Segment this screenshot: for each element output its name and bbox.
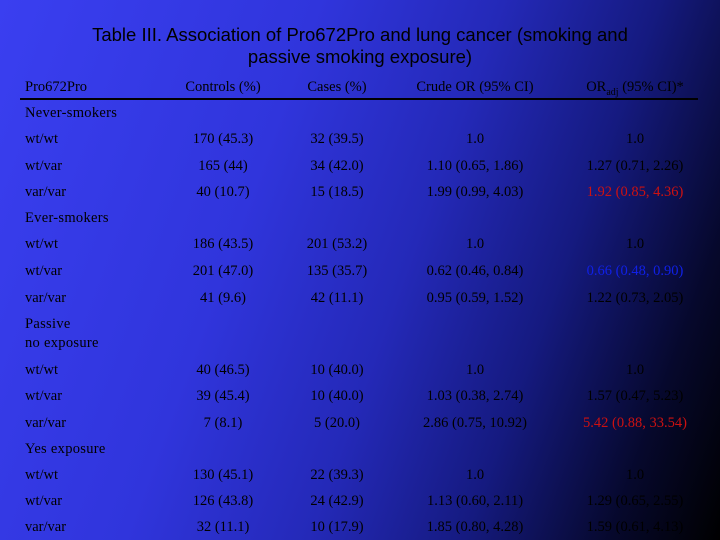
adjusted-or-cell-highlight: 0.66 (0.48, 0.90) xyxy=(586,263,684,279)
header-adj-subscript: adj xyxy=(606,86,619,98)
genotype-cell: var/var xyxy=(25,415,67,431)
header-genotype: Pro672Pro xyxy=(25,79,88,95)
controls-cell: 170 (45.3) xyxy=(192,131,254,147)
cases-cell: 201 (53.2) xyxy=(306,236,368,252)
genotype-cell: wt/var xyxy=(25,263,63,279)
cases-cell: 10 (40.0) xyxy=(310,362,364,378)
controls-cell: 7 (8.1) xyxy=(203,415,243,431)
genotype-cell: wt/wt xyxy=(25,467,59,483)
crude-or-cell: 1.0 xyxy=(465,467,485,483)
cases-cell: 10 (17.9) xyxy=(310,519,364,535)
genotype-cell: wt/var xyxy=(25,158,63,174)
group-passive-line1: Passive xyxy=(25,316,71,332)
genotype-cell: wt/var xyxy=(25,493,63,509)
crude-or-cell: 1.03 (0.38, 2.74) xyxy=(426,388,524,404)
crude-or-cell: 1.0 xyxy=(465,236,485,252)
genotype-cell: var/var xyxy=(25,290,67,306)
header-controls: Controls (%) xyxy=(185,79,261,95)
group-passive-line2: no exposure xyxy=(25,335,99,351)
group-passive-no-exposure: Passive no exposure xyxy=(25,315,99,353)
crude-or-cell: 2.86 (0.75, 10.92) xyxy=(423,415,527,431)
cases-cell: 5 (20.0) xyxy=(314,415,360,431)
crude-or-cell: 0.95 (0.59, 1.52) xyxy=(426,290,524,306)
table-title: Table III. Association of Pro672Pro and … xyxy=(20,24,700,68)
adjusted-or-cell: 1.27 (0.71, 2.26) xyxy=(586,158,684,174)
adjusted-or-cell: 1.0 xyxy=(625,131,645,147)
header-rule xyxy=(20,98,698,100)
crude-or-cell: 1.99 (0.99, 4.03) xyxy=(426,184,524,200)
controls-cell: 40 (46.5) xyxy=(196,362,250,378)
cases-cell: 15 (18.5) xyxy=(310,184,364,200)
controls-cell: 165 (44) xyxy=(198,158,248,174)
genotype-cell: wt/wt xyxy=(25,362,59,378)
cases-cell: 24 (42.9) xyxy=(310,493,364,509)
adjusted-or-cell: 1.22 (0.73, 2.05) xyxy=(586,290,684,306)
adjusted-or-cell: 1.29 (0.65, 2.55) xyxy=(586,493,684,509)
cases-cell: 34 (42.0) xyxy=(310,158,364,174)
adjusted-or-cell-highlight: 5.42 (0.88, 33.54) xyxy=(583,415,687,431)
genotype-cell: var/var xyxy=(25,519,67,535)
header-adjusted-or: ORadj (95% CI)* xyxy=(560,78,710,102)
crude-or-cell: 1.10 (0.65, 1.86) xyxy=(426,158,524,174)
adjusted-or-cell: 1.0 xyxy=(625,362,645,378)
header-adj-ci-label: (95% CI)* xyxy=(618,79,684,95)
adjusted-or-cell: 1.59 (0.61, 4.13) xyxy=(586,519,684,535)
group-never-smokers: Never-smokers xyxy=(25,105,118,121)
cases-cell: 32 (39.5) xyxy=(310,131,364,147)
header-crude-or: Crude OR (95% CI) xyxy=(416,79,534,95)
cases-cell: 10 (40.0) xyxy=(310,388,364,404)
controls-cell: 41 (9.6) xyxy=(200,290,246,306)
adjusted-or-cell: 1.0 xyxy=(625,236,645,252)
cases-cell: 135 (35.7) xyxy=(306,263,368,279)
title-line-1: Table III. Association of Pro672Pro and … xyxy=(92,24,628,45)
genotype-cell: wt/wt xyxy=(25,236,59,252)
crude-or-cell: 1.13 (0.60, 2.11) xyxy=(426,493,524,509)
crude-or-cell: 0.62 (0.46, 0.84) xyxy=(426,263,524,279)
controls-cell: 126 (43.8) xyxy=(192,493,254,509)
title-line-2: passive smoking exposure) xyxy=(247,46,473,67)
controls-cell: 39 (45.4) xyxy=(196,388,250,404)
controls-cell: 201 (47.0) xyxy=(192,263,254,279)
adjusted-or-cell-highlight: 1.92 (0.85, 4.36) xyxy=(586,184,684,200)
group-ever-smokers: Ever-smokers xyxy=(25,210,109,226)
adjusted-or-cell: 1.0 xyxy=(625,467,645,483)
controls-cell: 130 (45.1) xyxy=(192,467,254,483)
crude-or-cell: 1.0 xyxy=(465,131,485,147)
controls-cell: 40 (10.7) xyxy=(196,184,250,200)
controls-cell: 186 (43.5) xyxy=(192,236,254,252)
crude-or-cell: 1.0 xyxy=(465,362,485,378)
crude-or-cell: 1.85 (0.80, 4.28) xyxy=(426,519,524,535)
header-adj-or-label: OR xyxy=(586,79,607,95)
adjusted-or-cell: 1.57 (0.47, 5.23) xyxy=(586,388,684,404)
header-cases: Cases (%) xyxy=(307,79,367,95)
cases-cell: 42 (11.1) xyxy=(310,290,364,306)
cases-cell: 22 (39.3) xyxy=(310,467,364,483)
genotype-cell: wt/wt xyxy=(25,131,59,147)
genotype-cell: wt/var xyxy=(25,388,63,404)
controls-cell: 32 (11.1) xyxy=(196,519,250,535)
genotype-cell: var/var xyxy=(25,184,67,200)
group-yes-exposure: Yes exposure xyxy=(25,441,106,457)
